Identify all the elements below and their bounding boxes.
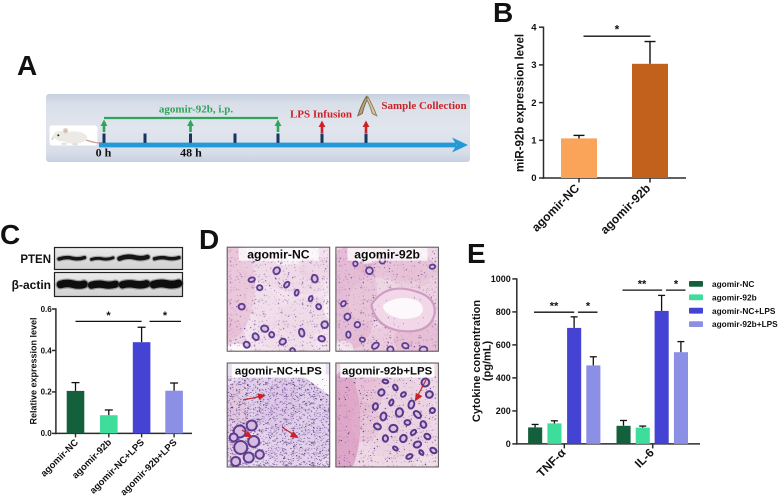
svg-text:800: 800 <box>496 307 511 317</box>
svg-text:0: 0 <box>506 439 511 449</box>
svg-text:agomir-NC+LPS: agomir-NC+LPS <box>712 306 776 316</box>
svg-text:agomir-NC+LPS: agomir-NC+LPS <box>235 366 322 378</box>
svg-text:agomir-92b, i.p.: agomir-92b, i.p. <box>159 104 233 116</box>
svg-text:**: ** <box>638 278 647 290</box>
svg-text:E: E <box>467 238 486 269</box>
svg-text:48 h: 48 h <box>180 146 202 160</box>
svg-text:agomir-NC: agomir-NC <box>247 248 309 262</box>
svg-text:A: A <box>17 50 37 81</box>
svg-text:3: 3 <box>531 60 536 71</box>
svg-text:*: * <box>615 23 620 37</box>
svg-text:200: 200 <box>496 406 511 416</box>
svg-text:(pg/mL): (pg/mL) <box>482 341 494 382</box>
svg-text:*: * <box>674 278 679 290</box>
svg-text:B: B <box>493 0 513 28</box>
svg-text:*: * <box>163 310 168 322</box>
svg-text:400: 400 <box>496 373 511 383</box>
svg-text:miR-92b expression level: miR-92b expression level <box>515 34 527 172</box>
svg-text:agomir-NC: agomir-NC <box>712 279 754 289</box>
svg-text:PTEN: PTEN <box>20 254 51 266</box>
svg-text:1000: 1000 <box>491 274 511 284</box>
svg-text:600: 600 <box>496 340 511 350</box>
svg-text:agomir-92b+LPS: agomir-92b+LPS <box>342 366 433 378</box>
svg-text:1: 1 <box>531 136 537 147</box>
svg-text:2: 2 <box>531 98 536 109</box>
svg-text:**: ** <box>550 301 559 313</box>
svg-text:0.4: 0.4 <box>41 346 53 355</box>
svg-text:β-actin: β-actin <box>12 278 51 292</box>
svg-text:0: 0 <box>531 173 536 184</box>
svg-text:LPS Infusion: LPS Infusion <box>290 109 352 121</box>
svg-text:*: * <box>106 310 111 322</box>
svg-text:Cytokine concentration: Cytokine concentration <box>471 300 483 423</box>
svg-text:agomir-92b: agomir-92b <box>354 248 420 262</box>
svg-text:0 h: 0 h <box>96 146 112 160</box>
svg-text:0.2: 0.2 <box>41 388 53 397</box>
svg-text:Sample Collection: Sample Collection <box>381 100 466 112</box>
svg-text:D: D <box>199 224 219 255</box>
svg-text:Relative expression level: Relative expression level <box>29 317 39 424</box>
svg-text:C: C <box>0 219 20 250</box>
svg-text:agomir-92b+LPS: agomir-92b+LPS <box>712 319 778 329</box>
svg-text:0.0: 0.0 <box>41 429 53 438</box>
svg-text:4: 4 <box>531 22 537 33</box>
svg-text:0.6: 0.6 <box>41 305 53 314</box>
svg-text:*: * <box>586 301 591 313</box>
svg-text:agomir-92b: agomir-92b <box>712 292 757 302</box>
